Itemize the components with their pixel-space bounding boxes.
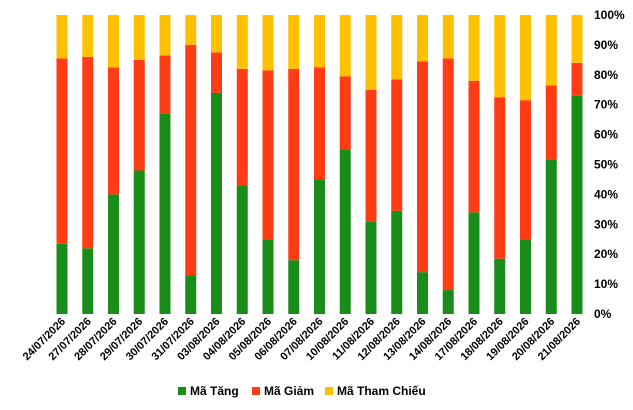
- y-tick-label: 0%: [594, 307, 612, 321]
- bar-segment-2-9: [262, 70, 274, 240]
- bar-segment-2-21: [571, 62, 583, 96]
- bar-segment-2-5: [159, 55, 171, 114]
- bar-segment-2-10: [288, 68, 300, 261]
- bar-segment-1-12: [339, 149, 351, 314]
- bar-segment-2-20: [545, 85, 557, 161]
- legend-swatch-1: [178, 387, 186, 395]
- bar-segment-3-5: [159, 15, 171, 56]
- bar-segment-2-14: [391, 79, 403, 211]
- bar-segment-3-17: [468, 15, 480, 81]
- legend-swatch-2: [252, 387, 260, 395]
- bar-segment-3-12: [339, 15, 351, 77]
- y-tick-label: 10%: [594, 277, 618, 291]
- y-tick-label: 70%: [594, 98, 618, 112]
- bar-segment-2-15: [417, 61, 428, 273]
- bar-segment-1-15: [417, 272, 428, 314]
- bar-segment-2-12: [339, 76, 351, 150]
- y-tick-label: 50%: [594, 158, 618, 172]
- y-tick-label: 30%: [594, 217, 618, 231]
- bar-segment-1-1: [56, 243, 68, 314]
- bar-segment-3-7: [211, 15, 222, 53]
- bar-segment-1-7: [211, 92, 222, 315]
- y-tick-label: 90%: [594, 38, 618, 52]
- y-tick-label: 40%: [594, 187, 618, 201]
- bar-segment-2-3: [108, 67, 119, 195]
- bar-segment-3-13: [365, 15, 377, 90]
- bar-segment-2-11: [314, 67, 325, 180]
- bar-segment-3-9: [262, 15, 274, 71]
- bar-segment-1-21: [571, 95, 583, 314]
- y-tick-label: 100%: [594, 8, 625, 22]
- bar-segment-1-13: [365, 221, 377, 314]
- bar-segment-1-11: [314, 179, 325, 314]
- bar-segment-2-18: [494, 97, 506, 259]
- bar-segment-2-8: [236, 68, 248, 186]
- y-tick-label: 60%: [594, 128, 618, 142]
- bar-segment-2-2: [82, 56, 94, 249]
- y-tick-label: 20%: [594, 247, 618, 261]
- bar-segment-3-16: [442, 15, 454, 59]
- bar-segment-1-8: [236, 185, 248, 314]
- bar-segment-1-5: [159, 113, 171, 314]
- bar-segment-3-19: [520, 15, 531, 101]
- bar-segment-3-18: [494, 15, 506, 98]
- bar-segment-1-4: [133, 170, 145, 314]
- bar-segment-3-1: [56, 15, 68, 59]
- bar-segment-1-16: [442, 290, 454, 314]
- bar-segment-2-16: [442, 58, 454, 291]
- bar-segment-1-17: [468, 212, 480, 314]
- legend-label-2: Mã Giảm: [264, 384, 314, 398]
- bar-segment-3-8: [236, 15, 248, 69]
- bar-segment-1-19: [520, 239, 531, 314]
- bar-segment-2-6: [185, 44, 197, 276]
- bar-segment-3-11: [314, 15, 325, 68]
- bar-segment-3-2: [82, 15, 94, 57]
- bar-segment-2-17: [468, 80, 480, 213]
- bar-segment-1-3: [108, 194, 119, 314]
- bar-segment-3-4: [133, 15, 145, 60]
- legend-label-3: Mã Tham Chiếu: [337, 384, 426, 398]
- bar-segment-1-10: [288, 260, 300, 314]
- bar-segment-3-14: [391, 15, 403, 80]
- bar-segment-1-6: [185, 275, 197, 314]
- bar-segment-1-2: [82, 248, 94, 314]
- legend-swatch-3: [325, 387, 333, 395]
- bar-segment-3-6: [185, 15, 197, 45]
- bar-segment-3-21: [571, 15, 583, 63]
- bar-segment-2-19: [520, 100, 531, 240]
- bar-segment-3-20: [545, 15, 557, 86]
- y-tick-label: 80%: [594, 68, 618, 82]
- bar-segment-2-4: [133, 59, 145, 171]
- bar-segment-2-7: [211, 52, 222, 93]
- bar-segment-1-18: [494, 258, 506, 314]
- legend-label-1: Mã Tăng: [190, 384, 239, 398]
- bar-segment-1-14: [391, 210, 403, 314]
- bar-segment-2-1: [56, 58, 68, 244]
- bar-segment-2-13: [365, 89, 377, 222]
- bar-segment-3-10: [288, 15, 300, 69]
- bar-segment-1-20: [545, 160, 557, 314]
- bar-segment-3-3: [108, 15, 119, 68]
- bar-segment-1-9: [262, 239, 274, 314]
- bar-segment-3-15: [417, 15, 428, 62]
